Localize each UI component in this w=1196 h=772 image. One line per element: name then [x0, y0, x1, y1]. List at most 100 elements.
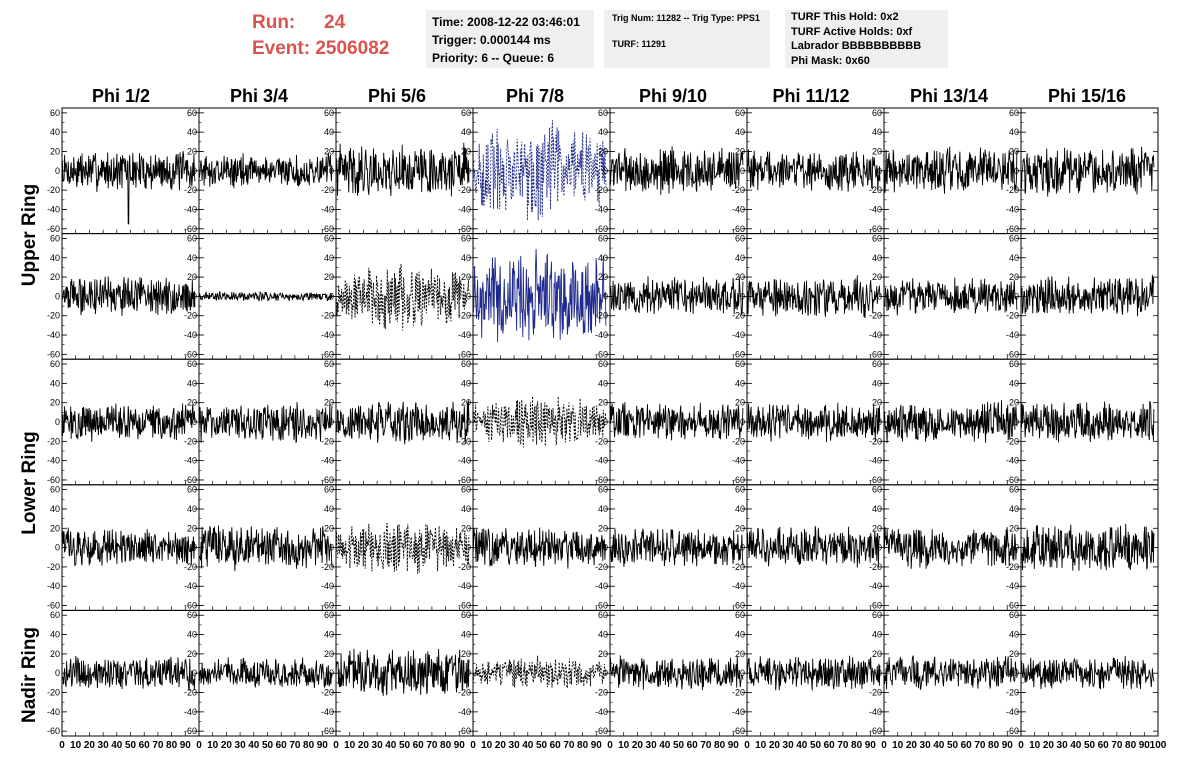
waveform-trace [198, 525, 333, 572]
x-tick-label: 40 [385, 740, 397, 751]
y-tick-label: 20 [872, 272, 882, 282]
y-tick-label: -40 [321, 330, 334, 340]
y-tick-label: 0 [740, 668, 745, 678]
y-tick-label: 60 [735, 108, 745, 118]
y-tick-label: -60 [595, 224, 608, 234]
y-tick-label: 0 [329, 417, 334, 427]
y-tick-label: 0 [466, 291, 471, 301]
y-tick-label: 60 [461, 610, 471, 620]
y-tick-label: 20 [598, 398, 608, 408]
y-tick-label: -60 [321, 349, 334, 359]
y-tick-label: 0 [877, 291, 882, 301]
y-tick-label: 20 [1009, 523, 1019, 533]
y-tick-label: -20 [321, 436, 334, 446]
labrador-text: Labrador BBBBBBBBBB [791, 40, 922, 52]
y-tick-label: -40 [321, 707, 334, 717]
waveform-trace [335, 142, 470, 197]
y-tick-label: 0 [1014, 543, 1019, 553]
x-tick-label: 20 [358, 740, 370, 751]
y-tick-label: 0 [877, 543, 882, 553]
y-tick-label: 40 [872, 253, 882, 263]
y-tick-label: 20 [50, 523, 60, 533]
y-tick-label: -40 [595, 581, 608, 591]
column-header-phi-15-16: Phi 15/16 [1047, 86, 1127, 106]
y-tick-label: 20 [598, 523, 608, 533]
y-tick-label: 60 [324, 233, 334, 243]
waveform-trace [883, 655, 1018, 691]
x-tick-label: 0 [607, 740, 613, 751]
y-tick-label: 20 [461, 523, 471, 533]
y-tick-label: -40 [1006, 330, 1019, 340]
y-tick-label: -40 [1006, 707, 1019, 717]
y-tick-label: -20 [595, 562, 608, 572]
x-tick-label: 80 [714, 740, 726, 751]
time-text: Time: 2008-12-22 03:46:01 [432, 15, 580, 29]
x-tick-label: 60 [139, 740, 151, 751]
y-tick-label: 20 [872, 146, 882, 156]
y-tick-label: 40 [50, 378, 60, 388]
y-tick-label: 40 [735, 127, 745, 137]
y-tick-label: 0 [1014, 291, 1019, 301]
y-tick-label: 0 [192, 543, 197, 553]
y-tick-label: -40 [184, 707, 197, 717]
turf-hold-box: TURF This Hold: 0x2 TURF Active Holds: 0… [785, 10, 948, 68]
y-tick-label: -20 [47, 688, 60, 698]
y-tick-label: -20 [47, 562, 60, 572]
y-tick-label: -60 [458, 349, 471, 359]
y-tick-label: -40 [732, 707, 745, 717]
y-tick-label: 40 [461, 630, 471, 640]
y-tick-label: 40 [461, 378, 471, 388]
trigger-text: Trigger: 0.000144 ms [432, 33, 551, 47]
y-tick-label: -60 [869, 601, 882, 611]
y-tick-label: 40 [324, 378, 334, 388]
y-tick-label: -40 [47, 204, 60, 214]
x-tick-label: 70 [974, 740, 986, 751]
y-tick-label: 40 [324, 504, 334, 514]
y-tick-label: 40 [598, 253, 608, 263]
y-tick-label: 20 [735, 649, 745, 659]
x-tick-label: 90 [591, 740, 603, 751]
y-tick-label: -20 [458, 436, 471, 446]
y-tick-label: 60 [461, 359, 471, 369]
y-tick-label: 0 [55, 417, 60, 427]
x-tick-label: 20 [632, 740, 644, 751]
column-header-phi-3-4: Phi 3/4 [229, 86, 289, 106]
y-tick-label: 40 [872, 504, 882, 514]
y-tick-label: 0 [466, 166, 471, 176]
x-tick-label: 0 [333, 740, 339, 751]
y-tick-label: -20 [595, 436, 608, 446]
y-tick-label: -40 [869, 330, 882, 340]
x-tick-label: 20 [221, 740, 233, 751]
x-tick-label: 60 [413, 740, 425, 751]
priority-text: Priority: 6 -- Queue: 6 [432, 51, 555, 65]
trig-num-box: Trig Num: 11282 -- Trig Type: PPS1 TURF:… [604, 10, 770, 68]
y-tick-label: 20 [598, 146, 608, 156]
waveform-trace [609, 655, 744, 691]
y-tick-label: 0 [192, 668, 197, 678]
x-tick-label: 10 [70, 740, 82, 751]
x-tick-label: 30 [920, 740, 932, 751]
y-tick-label: -40 [458, 204, 471, 214]
waveform-trace [746, 275, 881, 319]
y-tick-label: -20 [321, 562, 334, 572]
y-tick-label: 40 [461, 504, 471, 514]
y-tick-label: 40 [187, 630, 197, 640]
y-tick-label: -20 [47, 185, 60, 195]
waveform-trace [883, 527, 1018, 569]
y-tick-label: 60 [324, 108, 334, 118]
y-tick-label: -60 [47, 601, 60, 611]
run-value: 24 [324, 12, 346, 33]
waveform-trace [746, 149, 881, 192]
y-tick-label: -20 [869, 562, 882, 572]
x-tick-label: 0 [59, 740, 65, 751]
y-tick-label: 0 [1014, 417, 1019, 427]
y-tick-label: 60 [598, 108, 608, 118]
y-tick-label: 20 [324, 398, 334, 408]
y-tick-label: -60 [321, 726, 334, 736]
y-tick-label: -60 [595, 475, 608, 485]
x-tick-label: 30 [783, 740, 795, 751]
y-tick-label: -20 [321, 311, 334, 321]
y-tick-label: -60 [184, 475, 197, 485]
y-tick-label: -40 [869, 707, 882, 717]
